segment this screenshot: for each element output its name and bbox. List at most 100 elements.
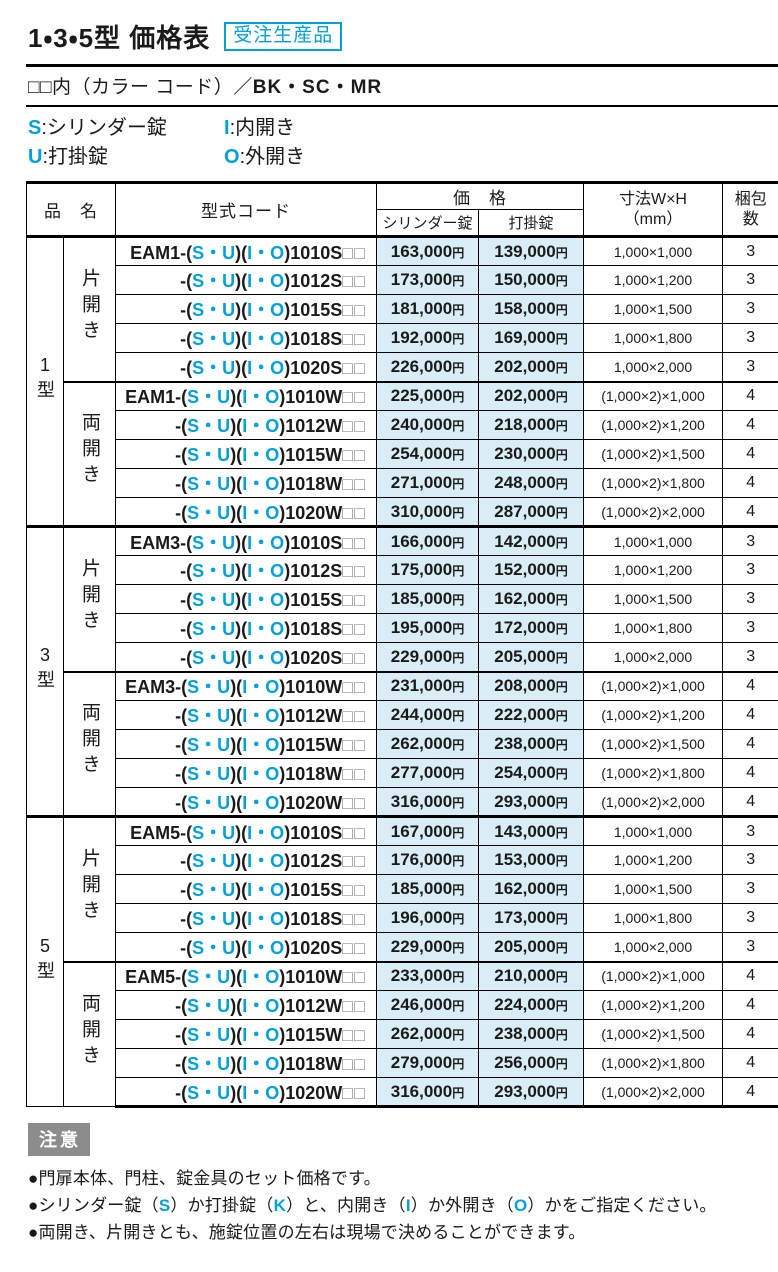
code-color-boxes: □□ (342, 822, 366, 843)
code-lock-options: S・U (192, 357, 236, 378)
dimensions-cell: 1,000×1,200 (583, 555, 723, 585)
legend-label: :打掛錠 (42, 146, 109, 168)
price-value: 202,000 (494, 356, 556, 376)
code-open-paren: -( (180, 851, 193, 871)
code-color-boxes: □□ (342, 474, 366, 494)
table-row: -(S・U)(I・O)1012W□□ 240,000円 218,000円 (1,000… (27, 410, 778, 440)
dimensions-cell: (1,000×2)×1,000 (583, 380, 723, 411)
yen-suffix: 円 (452, 999, 465, 1013)
pack-count-cell: 3 (722, 555, 778, 585)
code-mid-parens: )( (230, 1082, 243, 1103)
code-size: 1018W (285, 1054, 343, 1074)
page-title: 1・3・5型 価格表 (28, 23, 211, 53)
latch-price-cell: 230,000円 (478, 439, 584, 469)
model-code-cell: -(S・U)(I・O)1020S□□ (115, 642, 377, 672)
type-label-cell: 1型 (26, 235, 64, 527)
code-close-paren: ) (284, 271, 291, 291)
code-lock-options: S・U (187, 387, 231, 408)
code-lock-options: S・U (187, 1082, 231, 1103)
pack-count-cell: 3 (722, 613, 778, 643)
code-size: 1015S (290, 590, 343, 610)
code-open-paren: -( (180, 880, 193, 900)
table-row: 両開き EAM1-(S・U)(I・O)1010W□□ 225,000円 202,000… (27, 380, 778, 527)
cylinder-price-cell: 173,000円 (376, 265, 479, 295)
code-open-paren: -( (175, 1054, 188, 1074)
code-color-boxes: □□ (342, 880, 366, 900)
yen-suffix: 円 (452, 854, 465, 868)
latch-price-cell: 205,000円 (478, 642, 584, 672)
code-open-paren: -( (175, 792, 188, 813)
yen-suffix: 円 (555, 940, 568, 955)
code-size: 1010S (290, 242, 343, 263)
code-size: 1020W (285, 792, 343, 813)
code-size: 1020S (290, 357, 343, 378)
yen-suffix: 円 (555, 505, 568, 520)
code-opening-options: I・O (247, 329, 285, 349)
code-mid-parens: )( (230, 735, 243, 755)
price-value: 196,000 (390, 908, 453, 927)
table-row: -(S・U)(I・O)1018W□□ 271,000円 248,000円 (1,000… (27, 468, 778, 498)
code-lock-options: S・U (187, 1054, 231, 1074)
code-mid-parens: )( (235, 357, 248, 378)
code-prefix: EAM1 (130, 242, 181, 263)
code-close-paren: ) (284, 822, 291, 843)
code-color-boxes: □□ (342, 1025, 366, 1045)
code-lock-options: S・U (187, 735, 231, 755)
yen-suffix: 円 (452, 564, 465, 578)
price-value: 277,000 (390, 763, 453, 782)
latch-price-cell: 202,000円 (478, 380, 584, 411)
price-value: 226,000 (390, 356, 453, 376)
yen-suffix: 円 (555, 767, 568, 781)
price-value: 230,000 (494, 444, 556, 463)
code-opening-options: I・O (242, 792, 280, 813)
code-mid-parens: )( (230, 416, 243, 436)
yen-suffix: 円 (452, 767, 465, 781)
code-color-boxes: □□ (342, 764, 366, 784)
header-latch-lock: 打掛錠 (478, 209, 584, 237)
latch-price-cell: 208,000円 (478, 670, 584, 701)
price-value: 293,000 (494, 791, 556, 811)
dimensions-cell: (1,000×2)×1,500 (583, 1019, 723, 1049)
opening-style-label: 両開き (79, 412, 100, 491)
code-close-paren: ) (279, 706, 286, 726)
dimensions-cell: (1,000×2)×1,800 (583, 758, 723, 788)
pack-count-cell: 4 (722, 497, 778, 527)
latch-price-cell: 293,000円 (478, 1077, 584, 1108)
note-text: ●両開き、片開きとも、施錠位置の左右は現場で決めることができます。 (28, 1223, 586, 1242)
latch-price-cell: 142,000円 (478, 525, 584, 556)
yen-suffix: 円 (452, 245, 465, 260)
code-open-paren: -( (175, 502, 188, 523)
code-close-paren: ) (284, 647, 291, 668)
yen-suffix: 円 (555, 390, 568, 405)
code-lock-options: S・U (187, 677, 231, 698)
header-dimensions-line2: （mm） (623, 210, 683, 228)
table-row: -(S・U)(I・O)1015W□□ 254,000円 230,000円 (1,000… (27, 439, 778, 469)
code-mid-parens: )( (230, 502, 243, 523)
yen-suffix: 円 (555, 970, 568, 985)
code-mid-parens: )( (235, 329, 248, 349)
code-opening-options: I・O (242, 996, 280, 1016)
latch-price-cell: 248,000円 (478, 468, 584, 498)
price-value: 233,000 (390, 966, 453, 986)
pack-count-cell: 4 (722, 700, 778, 730)
pack-count-cell: 4 (722, 1019, 778, 1049)
pack-count-cell: 3 (722, 845, 778, 875)
table-row: -(S・U)(I・O)1015S□□ 181,000円 158,000円 1,000×… (27, 294, 778, 324)
code-opening-options: I・O (242, 445, 280, 465)
price-value: 139,000 (494, 241, 556, 261)
latch-price-cell: 172,000円 (478, 613, 584, 643)
table-row: 両開き EAM3-(S・U)(I・O)1010W□□ 231,000円 208,000… (27, 670, 778, 817)
table-row: 1型 片開き EAM1-(S・U)(I・O)1010S□□ 163,000円 139,0… (26, 235, 778, 527)
code-mid-parens: )( (235, 271, 248, 291)
model-code-cell: -(S・U)(I・O)1012S□□ (115, 265, 377, 295)
code-color-boxes: □□ (342, 357, 366, 378)
cylinder-price-cell: 262,000円 (376, 729, 479, 759)
code-size: 1018S (290, 329, 343, 349)
code-opening-options: I・O (247, 619, 285, 639)
price-value: 153,000 (494, 850, 556, 869)
code-close-paren: ) (284, 590, 291, 610)
pack-count-cell: 4 (722, 729, 778, 759)
table-row: -(S・U)(I・O)1015W□□ 262,000円 238,000円 (1,000… (27, 729, 778, 759)
header-pack-line2: 数 (742, 210, 759, 228)
code-size: 1018W (285, 474, 343, 494)
